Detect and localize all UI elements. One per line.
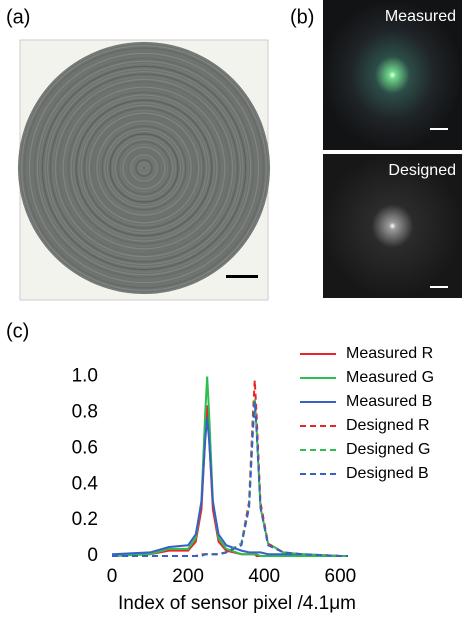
designed-image: Designed (323, 154, 462, 298)
image-caption: Designed (388, 162, 456, 179)
series-line (112, 380, 348, 556)
x-axis-label: Index of sensor pixel /4.1μm (118, 593, 356, 614)
series-line (112, 398, 348, 556)
lens-image (18, 40, 270, 300)
series-line (112, 402, 348, 556)
legend-label: Measured R (346, 345, 433, 362)
x-tick-label: 400 (248, 566, 280, 587)
legend-label: Measured G (346, 369, 434, 386)
x-tick-label: 0 (107, 566, 118, 587)
legend-label: Measured B (346, 393, 432, 410)
figure: (a) (b) (c) Measured Designed Index of s… (0, 0, 462, 617)
y-tick-label: 1.0 (72, 366, 98, 387)
y-tick-label: 0.6 (72, 437, 98, 458)
series-line (112, 377, 348, 556)
measured-image: Measured (323, 0, 462, 150)
y-tick-label: 0.4 (72, 473, 99, 494)
y-tick-label: 0 (87, 545, 98, 566)
x-tick-label: 600 (325, 566, 357, 587)
legend-label: Designed B (346, 465, 429, 482)
panel-label: (c) (6, 320, 29, 342)
x-tick-label: 200 (172, 566, 204, 587)
y-tick-label: 0.2 (72, 509, 98, 530)
legend-label: Designed R (346, 417, 430, 434)
panel-label: (b) (290, 6, 314, 28)
image-caption: Measured (385, 8, 456, 25)
series-line (112, 405, 348, 556)
panel-label: (a) (6, 6, 30, 28)
y-tick-label: 0.8 (72, 401, 98, 422)
legend-label: Designed G (346, 441, 431, 458)
series-line (112, 418, 348, 556)
